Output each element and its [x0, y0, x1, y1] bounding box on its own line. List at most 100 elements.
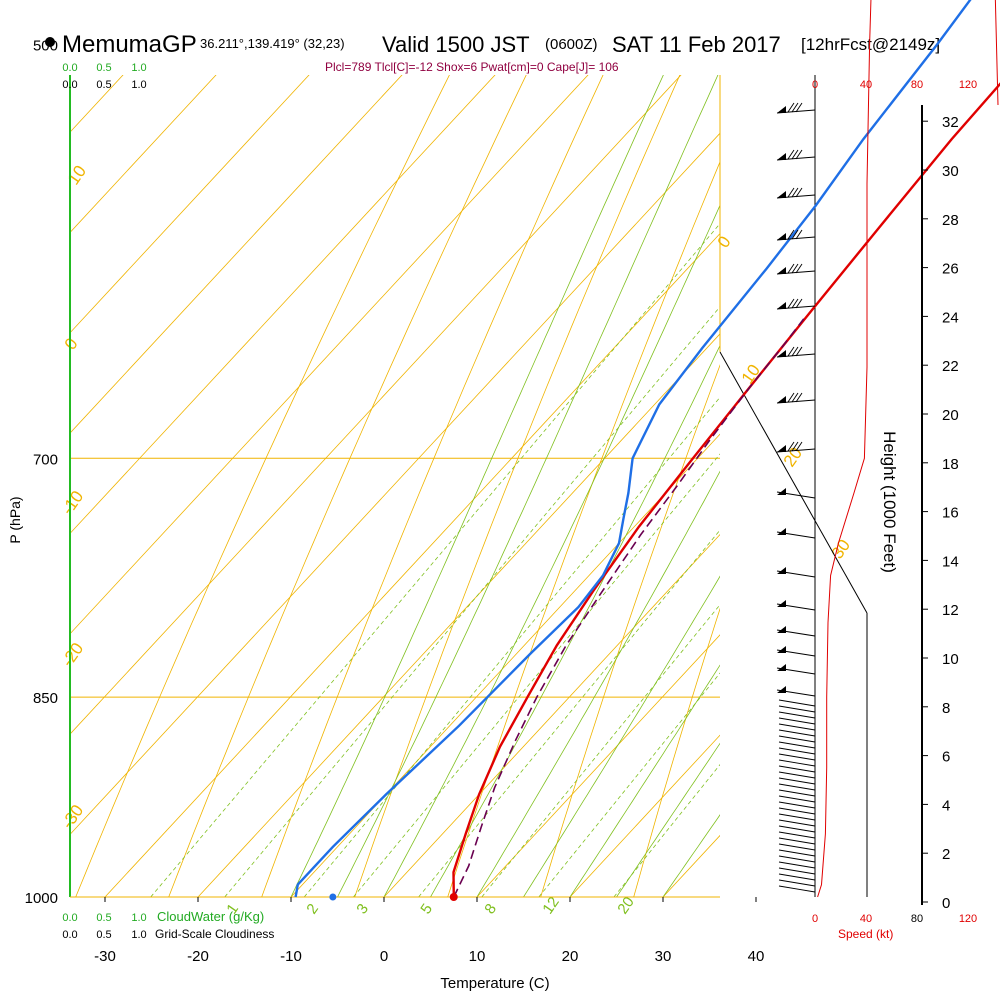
- isotherm-label: 30: [828, 536, 854, 562]
- pressure-tick-label: 700: [33, 451, 58, 468]
- isotherm-label: 10: [64, 162, 90, 188]
- wind-barb-pennant: [777, 350, 786, 357]
- cloudiness-tick-label-bottom: 1.0: [131, 929, 146, 941]
- sounding-series: [294, 0, 1000, 901]
- wind-barb-pennant: [777, 626, 786, 633]
- wind-barb-staff: [778, 807, 816, 815]
- mixing-ratio-line: [538, 672, 720, 897]
- model-name: MemumaGP: [62, 31, 197, 58]
- wind-barb-pennant: [777, 445, 786, 452]
- height-tick-label: 0: [942, 895, 950, 912]
- isotherm-label: 0: [61, 335, 82, 354]
- wind-barb-feather: [787, 229, 795, 240]
- wind-barb-staff: [778, 813, 816, 821]
- cloudwater-tick-label-bottom: 0.0: [62, 912, 77, 924]
- wind-barb-feather: [791, 229, 799, 240]
- dry-adiabat: [354, 75, 681, 897]
- height-tick-label: 12: [942, 602, 959, 619]
- temperature-line: [452, 82, 1000, 898]
- height-tick-label: 32: [942, 114, 959, 131]
- temperature-tick-label: -10: [280, 948, 302, 965]
- wind-barb-feather: [787, 149, 795, 160]
- wind-barb-pennant: [777, 488, 786, 495]
- wind-barb-staff: [778, 765, 816, 773]
- location: 36.211°,139.419° (32,23): [200, 36, 345, 51]
- wind-barb-staff: [778, 873, 816, 881]
- wind-barb-feather: [791, 298, 799, 309]
- wind-barb-pennant: [777, 567, 786, 574]
- wind-barb-pennant: [777, 600, 786, 607]
- moist-adiabat: [383, 204, 720, 897]
- isotherm-line: [290, 433, 720, 897]
- wind-barb-feather: [795, 149, 803, 160]
- pressure-tick-label: 500: [33, 37, 58, 54]
- wind-barb-feather: [791, 187, 799, 198]
- wind-barb-feather: [791, 392, 799, 403]
- dry-adiabat: [633, 607, 720, 897]
- moist-adiabat: [569, 664, 720, 897]
- wind-barb-staff: [778, 711, 816, 719]
- wind-barb-pennant: [777, 664, 786, 671]
- mixing-ratio-line: [224, 306, 720, 897]
- isotherm-line: [104, 232, 720, 897]
- wind-barb-staff: [778, 867, 816, 875]
- mixing-ratio-line: [303, 396, 720, 897]
- wind-barb-feather: [795, 392, 803, 403]
- wind-barb-feather: [791, 441, 799, 452]
- cloudiness-tick-label-top: 1.0: [131, 79, 146, 91]
- cloudiness-tick-label-top: 0.5: [96, 79, 111, 91]
- wind-barb-staff: [778, 837, 816, 845]
- header: MemumaGP 36.211°,139.419° (32,23) Valid …: [45, 31, 940, 74]
- cloudiness-tick-label-bottom: 0.0: [62, 929, 77, 941]
- cloudwater-tick-label-top: 0.0: [62, 62, 77, 74]
- wind-barb-staff: [778, 759, 816, 767]
- plot-frame: [69, 75, 868, 898]
- wind-barb-feather: [795, 441, 803, 452]
- wind-barb-feather: [795, 346, 803, 357]
- wind-barb-feather: [787, 441, 795, 452]
- temperature-tick-label: -20: [187, 948, 209, 965]
- cloudiness-axis-label: Grid-Scale Cloudiness: [155, 927, 274, 941]
- wind-barbs: [776, 102, 816, 893]
- isotherm-label: -20: [58, 639, 88, 670]
- height-tick-label: 20: [942, 407, 959, 424]
- height-tick-label: 8: [942, 700, 950, 717]
- isotherm-line: [383, 533, 720, 897]
- temperature-tick-label: 20: [562, 948, 579, 965]
- background-lines: [70, 75, 720, 897]
- wind-barb-staff: [778, 825, 816, 833]
- height-tick-label: 4: [942, 797, 950, 814]
- cloudiness-tick-label-bottom: 0.5: [96, 929, 111, 941]
- isotherm-label: 0: [714, 233, 735, 252]
- dewpoint-line: [294, 0, 972, 898]
- dry-adiabat: [75, 75, 450, 897]
- height-tick-label: 30: [942, 163, 959, 180]
- stability-indices: Plcl=789 Tlcl[C]=-12 Shox=6 Pwat[cm]=0 C…: [325, 60, 619, 74]
- temperature-axis-label: Temperature (C): [440, 975, 549, 992]
- speed-tick-label-top: 0: [812, 79, 818, 91]
- height-tick-label: 18: [942, 456, 959, 473]
- moist-adiabat: [290, 75, 664, 897]
- mixing-ratio-line: [150, 222, 720, 897]
- pressure-axis-label: P (hPa): [7, 496, 23, 543]
- dry-adiabat: [261, 75, 604, 897]
- height-tick-label: 24: [942, 309, 959, 326]
- wind-barb-feather: [787, 102, 795, 113]
- height-tick-label: 10: [942, 651, 959, 668]
- moist-adiabat: [337, 75, 719, 897]
- wind-barb-feather: [791, 263, 799, 274]
- wind-barb-staff: [778, 723, 816, 731]
- temperature-tick-label: 0: [380, 948, 388, 965]
- wind-barb-feather: [787, 263, 795, 274]
- wind-barb-staff: [778, 861, 816, 869]
- wind-barb-pennant: [777, 106, 786, 113]
- wind-barb-pennant: [777, 686, 786, 693]
- cloudwater-tick-label-top: 1.0: [131, 62, 146, 74]
- moist-adiabat: [476, 470, 720, 897]
- speed-tick-label-bottom: 80: [911, 913, 923, 925]
- wind-barb-staff: [778, 843, 816, 851]
- wind-barb-staff: [778, 747, 816, 755]
- speed-tick-label-top: 80: [911, 79, 923, 91]
- wind-barb-staff: [778, 717, 816, 725]
- wind-barb-staff: [778, 735, 816, 743]
